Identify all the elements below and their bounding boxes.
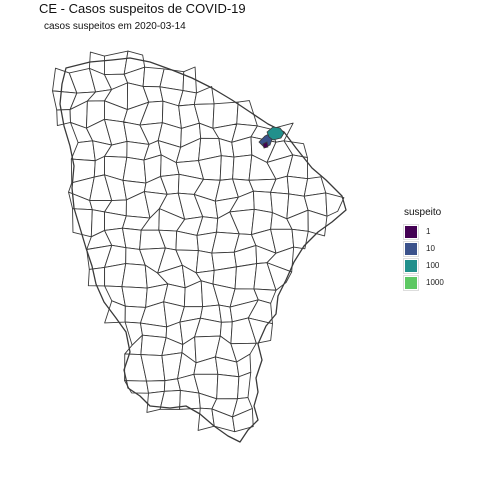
- legend-label: 1000: [426, 278, 444, 287]
- municipality: [219, 155, 235, 181]
- map-subtitle: casos suspeitos em 2020-03-14: [44, 21, 186, 32]
- municipality: [121, 263, 148, 289]
- legend: suspeito 1 10 100 1000: [403, 207, 444, 291]
- municipality: [182, 66, 197, 94]
- municipality: [266, 262, 293, 291]
- municipality-maracanau: [262, 141, 269, 149]
- municipality-fortaleza: [266, 126, 285, 141]
- municipality-borders: [52, 50, 345, 433]
- legend-item: 10: [403, 240, 444, 257]
- municipality: [216, 373, 240, 400]
- municipality: [247, 317, 273, 344]
- municipality: [232, 408, 254, 433]
- legend-label: 1: [426, 227, 431, 236]
- municipality: [291, 228, 309, 250]
- legend-swatch: [403, 240, 419, 257]
- municipality: [325, 192, 345, 217]
- legend-label: 100: [426, 261, 440, 270]
- legend-item: 100: [403, 257, 444, 274]
- legend-swatch: [403, 257, 419, 274]
- legend-title: suspeito: [404, 207, 442, 218]
- state-outline: [59, 57, 347, 443]
- legend-swatch: [403, 223, 419, 240]
- map-title: CE - Casos suspeitos de COVID-19: [39, 1, 246, 16]
- municipality: [70, 140, 96, 162]
- municipality: [121, 286, 148, 308]
- municipality: [236, 100, 258, 127]
- legend-swatch: [403, 274, 419, 291]
- municipality: [193, 86, 215, 105]
- municipality: [237, 371, 252, 400]
- legend-label: 10: [426, 244, 435, 253]
- legend-item: 1000: [403, 274, 444, 291]
- municipality: [232, 154, 253, 181]
- municipality: [122, 156, 147, 184]
- municipality: [122, 227, 142, 250]
- municipality: [234, 263, 258, 290]
- legend-item: 1: [403, 223, 444, 240]
